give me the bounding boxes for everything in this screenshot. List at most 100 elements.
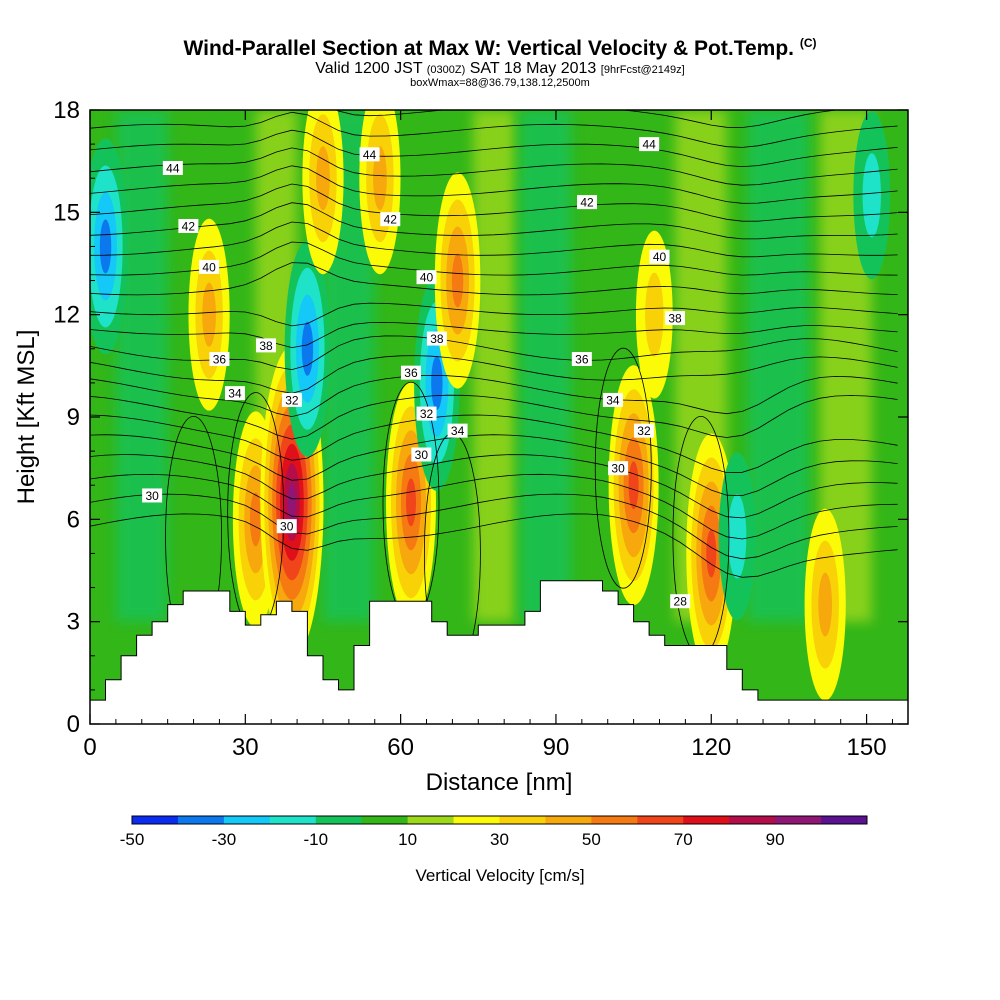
colorbar-swatch <box>177 816 225 824</box>
isentrope-label-bg <box>224 386 245 401</box>
colorbar-swatch <box>453 816 500 824</box>
colorbar-tick-label: 70 <box>674 830 693 849</box>
colorbar-tick-label: 10 <box>398 830 417 849</box>
isentrope-label-text: 32 <box>420 407 434 421</box>
isentrope-label-text: 32 <box>637 424 651 438</box>
isentrope-label-text: 38 <box>430 332 444 346</box>
colorbar-swatch <box>637 816 684 824</box>
isentrope-label-bg <box>400 365 421 380</box>
isentrope-line <box>90 513 898 578</box>
colorbar-swatch <box>821 816 868 824</box>
isentrope-label-bg <box>276 519 297 534</box>
isentrope-label-bg <box>416 270 437 285</box>
isentrope-label-text: 30 <box>611 462 625 476</box>
isentrope-line <box>335 110 841 128</box>
isentrope-label: 40 <box>199 259 220 274</box>
y-tick-label: 6 <box>67 506 80 533</box>
velocity-contour <box>202 282 216 347</box>
isentrope-label: 30 <box>608 461 629 476</box>
colorbar-swatch <box>729 816 776 824</box>
velocity-contour <box>645 272 664 357</box>
isentrope-label-bg <box>380 212 401 227</box>
isentrope-label-bg <box>178 218 199 233</box>
isentrope-label: 30 <box>142 488 163 503</box>
velocity-core <box>385 382 436 623</box>
velocity-contour <box>301 321 314 376</box>
colorbar-label: Vertical Velocity [cm/s] <box>415 866 584 885</box>
chart-title: Wind-Parallel Section at Max W: Vertical… <box>0 36 1000 61</box>
colorbar-swatch <box>407 816 455 824</box>
x-tick-label: 30 <box>232 734 259 761</box>
isentrope-label-bg <box>426 331 447 346</box>
isentrope-label-bg <box>571 352 592 367</box>
isentrope-label: 32 <box>416 406 437 421</box>
isentrope-line <box>90 355 898 394</box>
isentrope-line <box>90 221 898 258</box>
isentrope-label-text: 36 <box>575 353 589 367</box>
isentrope-label-text: 40 <box>202 260 216 274</box>
copyright-mark: (C) <box>799 36 817 50</box>
isentrope-label-text: 44 <box>166 161 180 175</box>
colorbar-swatch <box>315 816 363 824</box>
isentrope-label: 34 <box>602 392 623 407</box>
x-tick-label: 60 <box>387 734 414 761</box>
y-tick-label: 15 <box>53 199 80 226</box>
isentrope-line <box>90 321 898 349</box>
isentrope-label: 34 <box>224 386 245 401</box>
x-tick-label: 150 <box>847 734 887 761</box>
isentrope-label-text: 38 <box>668 312 682 326</box>
x-axis-label: Distance [nm] <box>426 769 573 796</box>
isentrope-label: 36 <box>571 352 592 367</box>
x-tick-label: 0 <box>83 734 96 761</box>
isentrope-label: 42 <box>577 195 598 210</box>
velocity-core <box>804 508 846 701</box>
isentrope-labels: 44 42 40 38 36 34 32 30 30 44 42 40 38 36 32 34 30 44 42 40… <box>142 137 691 609</box>
isentrope-label-bg <box>142 488 163 503</box>
isentrope-label-text: 44 <box>642 138 656 152</box>
isentrope-label-text: 30 <box>145 489 159 503</box>
isentrope-lines <box>90 110 898 674</box>
isentrope-line <box>90 262 898 296</box>
box-info: boxWmax=88@36.79,138.12,2500m <box>410 77 590 89</box>
velocity-contour <box>818 572 833 637</box>
terrain <box>90 580 908 724</box>
velocity-contour <box>706 529 717 578</box>
chart-title-main: Wind-Parallel Section at Max W: Vertical… <box>183 37 794 60</box>
colorbar-swatch <box>545 816 592 824</box>
isentrope-line <box>90 147 898 186</box>
valid-date: SAT 18 May 2013 <box>469 60 597 77</box>
valid-utc: (0300Z) <box>426 64 466 76</box>
y-axis-label: Height [Kft MSL] <box>13 330 40 505</box>
isentrope-label-text: 34 <box>606 393 620 407</box>
isentrope-label: 44 <box>162 160 183 175</box>
isentrope-label: 42 <box>380 212 401 227</box>
colorbar: -50 -30 -10 10 30 50 70 90 <box>120 815 868 849</box>
valid-time-line: Valid 1200 JST (0300Z) SAT 18 May 2013 [… <box>0 60 1000 78</box>
isentrope-label: 30 <box>411 447 432 462</box>
isentrope-label-bg <box>608 461 629 476</box>
isentrope-label: 32 <box>633 423 654 438</box>
isentrope-line <box>90 241 898 276</box>
isentrope-label-text: 40 <box>653 250 667 264</box>
x-tick-label: 90 <box>543 734 570 761</box>
isentrope-label-text: 42 <box>384 213 398 227</box>
isentrope-label-text: 30 <box>280 520 294 534</box>
field-band <box>519 110 572 622</box>
isentrope-line <box>90 434 898 497</box>
isentrope-label-bg <box>633 423 654 438</box>
velocity-contour <box>99 219 112 274</box>
isentrope-line <box>90 493 898 560</box>
isentrope-label-text: 40 <box>420 271 434 285</box>
isentrope-label-text: 38 <box>259 339 273 353</box>
isentrope-label-text: 36 <box>404 366 418 380</box>
isentrope-label: 32 <box>281 392 302 407</box>
isentrope-label: 28 <box>670 594 691 609</box>
velocity-core <box>718 452 756 621</box>
velocity-core <box>302 110 344 275</box>
colorbar-swatch <box>499 816 546 824</box>
isentrope-label-bg <box>447 423 468 438</box>
isentrope-label: 36 <box>400 365 421 380</box>
isentrope-line <box>90 414 898 474</box>
forecast-info: [9hrFcst@2149z] <box>600 64 685 76</box>
velocity-core <box>853 111 891 280</box>
